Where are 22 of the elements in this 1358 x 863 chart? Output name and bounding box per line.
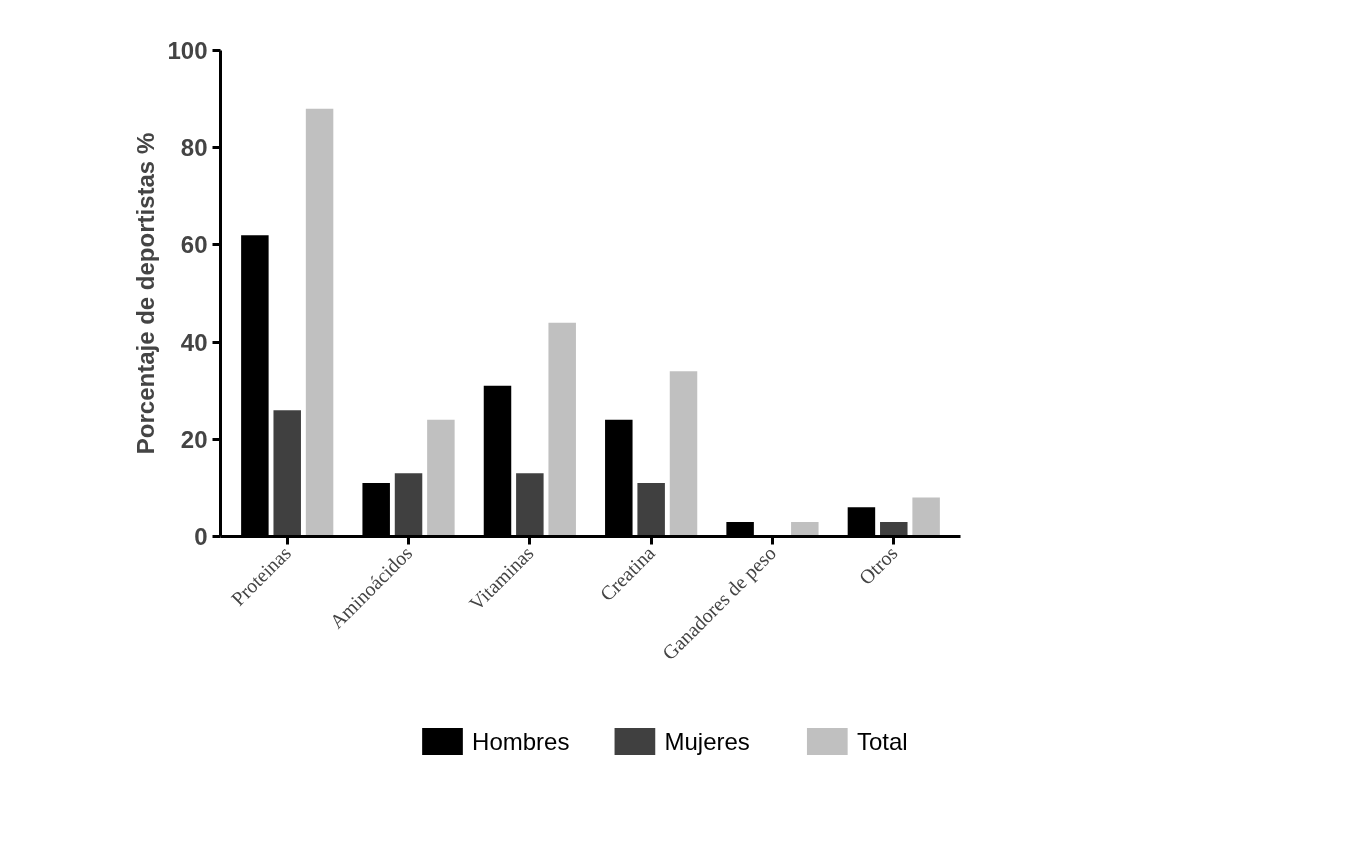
bar	[548, 322, 576, 537]
x-tick-label: Otros	[854, 541, 902, 589]
y-tick-label: 40	[180, 328, 208, 356]
bar	[273, 410, 301, 537]
legend-label: Total	[856, 728, 908, 755]
bar	[912, 497, 940, 537]
legend-label: Mujeres	[664, 728, 750, 755]
bar	[791, 521, 819, 537]
bar	[305, 108, 334, 537]
bar	[394, 473, 423, 537]
bar	[880, 521, 908, 537]
y-tick-label: 60	[180, 231, 208, 259]
bar	[427, 419, 455, 537]
bar	[669, 371, 698, 537]
y-tick-label: 20	[180, 425, 208, 453]
y-tick-label: 100	[167, 37, 208, 64]
y-axis-title: Porcentaje de deportistas %	[132, 132, 160, 455]
y-tick-label: 80	[180, 134, 208, 162]
legend-label: Hombres	[472, 728, 570, 755]
bar	[516, 473, 544, 537]
y-tick-label: 0	[194, 523, 208, 550]
bar	[637, 483, 665, 537]
